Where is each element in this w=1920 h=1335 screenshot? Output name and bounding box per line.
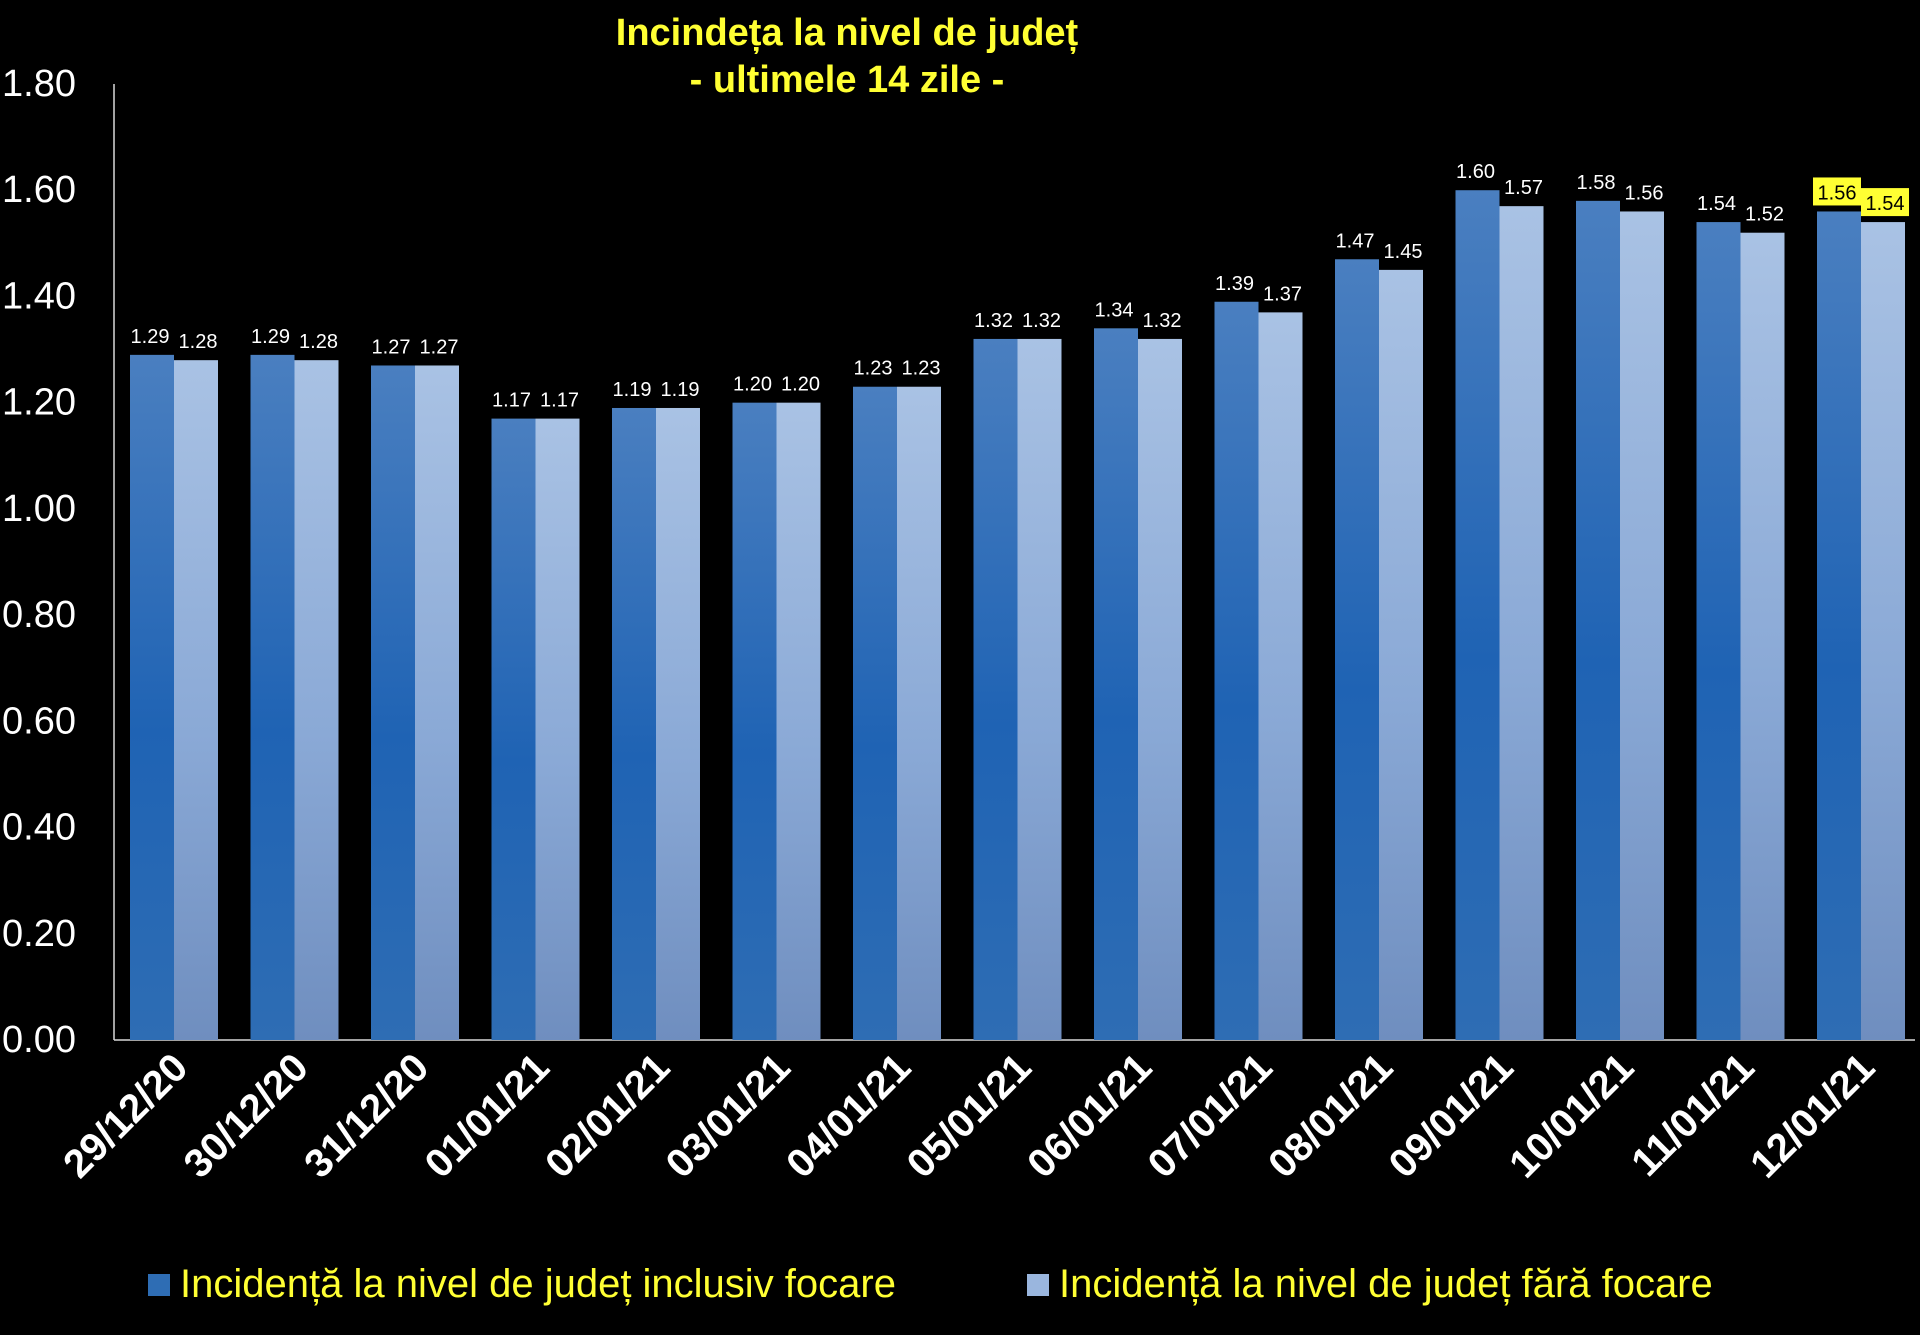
y-tick-label: 1.80	[2, 63, 76, 105]
bar	[1094, 328, 1138, 1040]
data-label: 1.23	[854, 358, 893, 380]
bar	[1696, 222, 1741, 1041]
x-tick-label: 04/01/21	[778, 1045, 919, 1186]
bar	[1017, 338, 1062, 1040]
data-label: 1.32	[1143, 310, 1182, 332]
data-label: 1.29	[131, 326, 170, 348]
bar	[250, 354, 295, 1040]
bar	[1740, 232, 1785, 1040]
bar	[1258, 312, 1303, 1040]
bar	[1379, 269, 1423, 1040]
y-tick-label: 0.00	[2, 1019, 76, 1061]
bar	[612, 407, 656, 1040]
data-label: 1.29	[251, 326, 290, 348]
bar	[776, 402, 821, 1041]
legend-label: Incidență la nivel de județ fără focare	[1059, 1262, 1713, 1306]
bar	[1576, 200, 1620, 1040]
bar	[415, 365, 459, 1040]
legend-label: Incidență la nivel de județ inclusiv foc…	[180, 1262, 896, 1306]
bar	[1455, 190, 1500, 1040]
y-tick-label: 1.60	[2, 169, 76, 211]
legend-item-fara: Incidență la nivel de județ fără focare	[1027, 1262, 1713, 1307]
bar-chart: 0.00 0.20 0.40 0.60 0.80 1.00 1.20 1.40 1.60 1.80…	[2, 63, 1915, 1186]
data-label: 1.27	[372, 336, 411, 358]
x-tick-label: 29/12/20	[55, 1045, 196, 1186]
bar	[656, 407, 700, 1040]
data-label: 1.56	[1818, 182, 1857, 204]
bar	[973, 338, 1018, 1040]
bar	[371, 365, 415, 1040]
legend-item-inclusiv: Incidență la nivel de județ inclusiv foc…	[148, 1262, 896, 1307]
data-label: 1.32	[974, 310, 1013, 332]
bar	[853, 386, 897, 1040]
data-label-highlight	[1813, 177, 1861, 206]
data-label: 1.47	[1336, 230, 1375, 252]
legend-swatch-light-blue	[1027, 1273, 1049, 1296]
x-tick-label: 31/12/20	[296, 1045, 437, 1186]
chart-title: Incindeța la nivel de județ - ultimele 1…	[0, 10, 1694, 104]
data-label: 1.20	[781, 374, 820, 396]
data-label: 1.56	[1625, 182, 1664, 204]
bar	[1138, 338, 1182, 1040]
x-tick-label: 03/01/21	[658, 1045, 799, 1186]
bar	[1817, 211, 1861, 1040]
x-tick-label: 30/12/20	[176, 1045, 317, 1186]
chart-title-main: Incindeța la nivel de județ	[615, 12, 1079, 54]
bar	[1861, 222, 1905, 1041]
bar	[897, 386, 941, 1040]
data-label: 1.57	[1504, 177, 1543, 199]
bar	[1620, 211, 1664, 1040]
bar	[535, 418, 580, 1041]
y-tick-label: 1.40	[2, 275, 76, 317]
x-tick-label: 06/01/21	[1019, 1045, 1160, 1186]
bar	[1335, 259, 1379, 1040]
data-label: 1.34	[1095, 299, 1134, 321]
data-label: 1.28	[179, 331, 218, 353]
x-tick-label: 10/01/21	[1501, 1045, 1642, 1186]
x-tick-label: 01/01/21	[417, 1045, 558, 1186]
x-tick-label: 07/01/21	[1140, 1045, 1281, 1186]
data-label: 1.58	[1577, 172, 1616, 194]
x-tick-label: 05/01/21	[899, 1045, 1040, 1186]
data-label: 1.23	[902, 358, 941, 380]
y-tick-label: 0.60	[2, 700, 76, 742]
data-label: 1.54	[1866, 193, 1905, 215]
data-label: 1.19	[613, 379, 652, 401]
data-label: 1.27	[420, 336, 459, 358]
x-tick-label: 08/01/21	[1260, 1045, 1401, 1186]
y-tick-label: 0.80	[2, 594, 76, 636]
bar	[491, 418, 536, 1041]
x-tick-label: 12/01/21	[1742, 1045, 1883, 1186]
data-label: 1.60	[1456, 161, 1495, 183]
legend-swatch-dark-blue	[148, 1273, 170, 1296]
data-label: 1.28	[299, 331, 338, 353]
data-label: 1.39	[1215, 273, 1254, 295]
y-tick-label: 0.20	[2, 913, 76, 955]
data-label: 1.32	[1022, 310, 1061, 332]
x-tick-label: 11/01/21	[1623, 1045, 1763, 1185]
y-tick-label: 1.00	[2, 488, 76, 530]
chart-subtitle: - ultimele 14 zile -	[689, 59, 1005, 101]
data-label: 1.45	[1384, 241, 1423, 263]
y-tick-label: 1.20	[2, 382, 76, 424]
bar	[732, 402, 777, 1041]
data-label-highlight	[1861, 188, 1909, 217]
bar	[294, 360, 339, 1041]
data-label: 1.17	[540, 390, 579, 412]
data-label: 1.52	[1745, 204, 1784, 226]
data-label: 1.37	[1263, 283, 1302, 305]
bar	[1499, 206, 1544, 1041]
data-label: 1.19	[661, 379, 700, 401]
y-tick-label: 0.40	[2, 807, 76, 849]
data-label: 1.20	[733, 374, 772, 396]
bar	[174, 360, 218, 1041]
x-tick-label: 02/01/21	[537, 1045, 678, 1186]
data-label: 1.54	[1697, 193, 1736, 215]
x-tick-label: 09/01/21	[1381, 1045, 1522, 1186]
bar	[1214, 301, 1259, 1040]
data-label: 1.17	[492, 390, 531, 412]
legend: Incidență la nivel de județ inclusiv foc…	[0, 1262, 1920, 1322]
bar	[130, 354, 174, 1040]
